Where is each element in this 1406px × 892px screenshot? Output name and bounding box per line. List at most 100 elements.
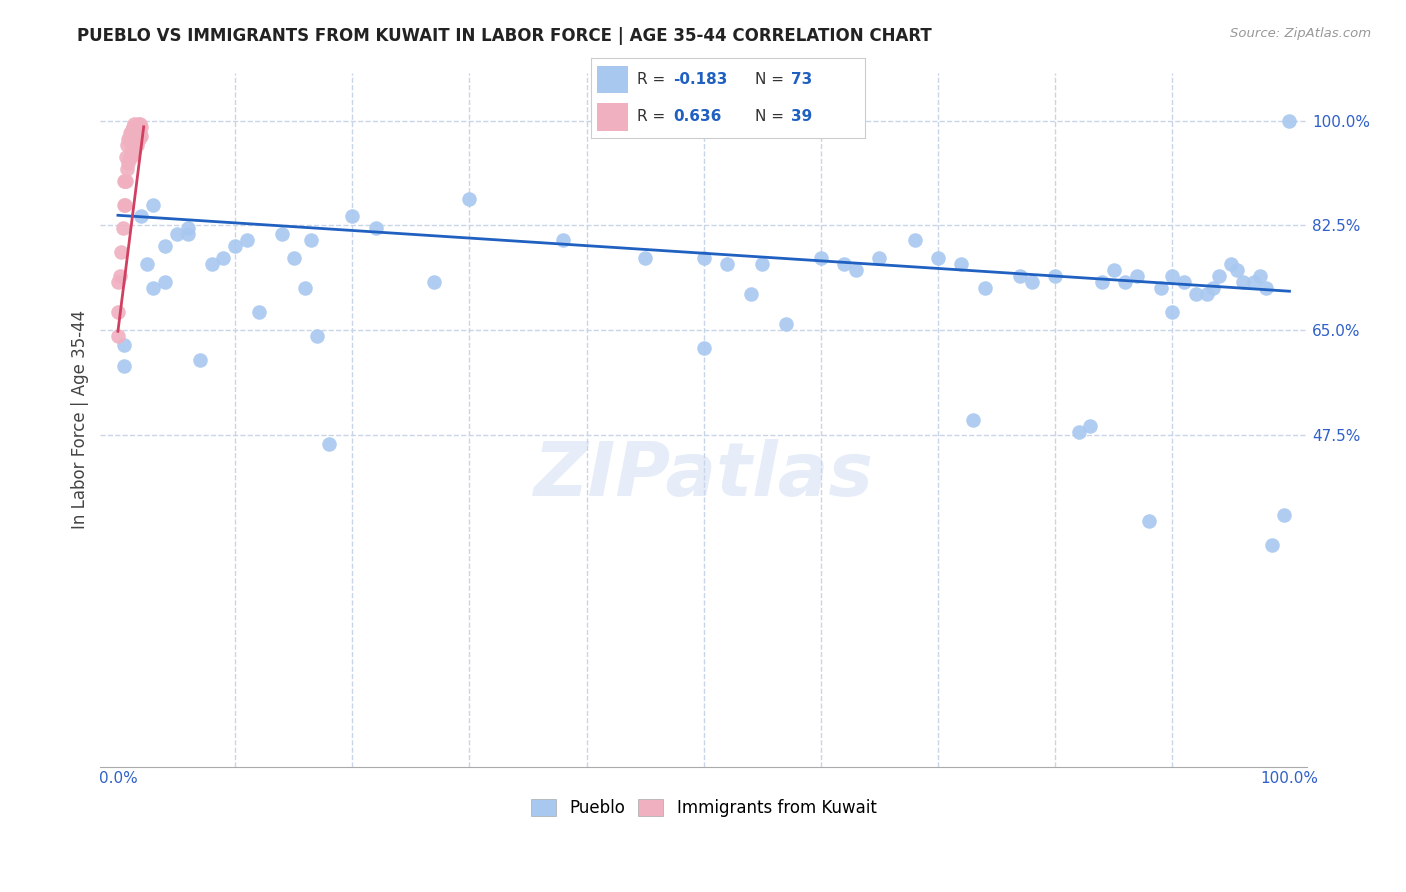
Point <box>124 144 146 158</box>
Point <box>299 234 322 248</box>
Point <box>129 117 152 131</box>
Point <box>110 245 132 260</box>
Text: R =: R = <box>637 71 671 87</box>
Point <box>128 120 150 134</box>
Point <box>751 257 773 271</box>
Point <box>121 137 143 152</box>
Legend: Pueblo, Immigrants from Kuwait: Pueblo, Immigrants from Kuwait <box>524 793 883 824</box>
Text: 0.636: 0.636 <box>672 110 721 125</box>
Point <box>201 257 224 271</box>
Point <box>294 281 316 295</box>
Point <box>117 161 139 176</box>
Point <box>117 155 139 169</box>
Point <box>129 126 152 140</box>
Point <box>1078 418 1101 433</box>
Point <box>1114 275 1136 289</box>
Point <box>950 257 973 271</box>
Point <box>131 128 153 143</box>
Point <box>1202 281 1225 295</box>
Point <box>247 305 270 319</box>
Point <box>1043 269 1066 284</box>
Y-axis label: In Labor Force | Age 35-44: In Labor Force | Age 35-44 <box>72 310 89 529</box>
Point <box>177 221 200 235</box>
FancyBboxPatch shape <box>598 103 627 130</box>
Point <box>1021 275 1043 289</box>
Point <box>121 122 143 136</box>
Point <box>124 137 146 152</box>
Point <box>1232 275 1254 289</box>
Point <box>1197 287 1219 301</box>
Point <box>283 252 305 266</box>
Point <box>1254 281 1277 295</box>
Point <box>107 305 129 319</box>
Point <box>117 137 139 152</box>
Text: PUEBLO VS IMMIGRANTS FROM KUWAIT IN LABOR FORCE | AGE 35-44 CORRELATION CHART: PUEBLO VS IMMIGRANTS FROM KUWAIT IN LABO… <box>77 27 932 45</box>
Point <box>127 132 149 146</box>
Point <box>111 221 134 235</box>
Point <box>131 120 153 134</box>
Point <box>1067 425 1090 439</box>
Point <box>775 317 797 331</box>
Point <box>1184 287 1206 301</box>
Point <box>1102 263 1125 277</box>
Point <box>1226 263 1249 277</box>
Point <box>1278 113 1301 128</box>
Text: -0.183: -0.183 <box>672 71 727 87</box>
Point <box>107 275 129 289</box>
Point <box>307 329 329 343</box>
Point <box>271 227 294 242</box>
Text: N =: N = <box>755 71 789 87</box>
Point <box>142 281 165 295</box>
Point <box>740 287 762 301</box>
Point <box>1249 269 1271 284</box>
Point <box>1091 275 1114 289</box>
Text: 39: 39 <box>790 110 811 125</box>
Point <box>118 150 141 164</box>
Point <box>120 150 142 164</box>
Point <box>224 239 246 253</box>
Point <box>117 132 139 146</box>
Point <box>142 197 165 211</box>
Text: Source: ZipAtlas.com: Source: ZipAtlas.com <box>1230 27 1371 40</box>
Point <box>1173 275 1195 289</box>
Point <box>1219 257 1241 271</box>
Point <box>153 275 176 289</box>
Point <box>1261 538 1284 552</box>
Point <box>153 239 176 253</box>
Point <box>423 275 446 289</box>
Point <box>131 210 153 224</box>
Point <box>1161 305 1184 319</box>
Point <box>458 192 481 206</box>
Point <box>112 173 135 187</box>
Point <box>1243 275 1265 289</box>
Point <box>927 252 949 266</box>
Point <box>115 173 138 187</box>
Point <box>177 227 200 242</box>
Point <box>1149 281 1171 295</box>
Point <box>1126 269 1149 284</box>
Point <box>122 120 145 134</box>
Point <box>212 252 235 266</box>
Point <box>115 150 138 164</box>
Point <box>318 436 340 450</box>
Point <box>692 252 714 266</box>
Point <box>553 234 575 248</box>
Point <box>122 144 145 158</box>
Point <box>112 338 135 352</box>
Point <box>810 252 832 266</box>
Point <box>342 210 364 224</box>
Text: N =: N = <box>755 110 789 125</box>
Point <box>634 252 657 266</box>
Point <box>124 117 146 131</box>
Point <box>962 413 984 427</box>
Point <box>903 234 925 248</box>
FancyBboxPatch shape <box>598 66 627 93</box>
Point <box>1208 269 1230 284</box>
Point <box>973 281 995 295</box>
Point <box>125 120 148 134</box>
Point <box>114 197 136 211</box>
Text: ZIPatlas: ZIPatlas <box>534 439 873 512</box>
Point <box>1272 508 1295 523</box>
Text: 73: 73 <box>790 71 811 87</box>
Point <box>188 353 211 368</box>
